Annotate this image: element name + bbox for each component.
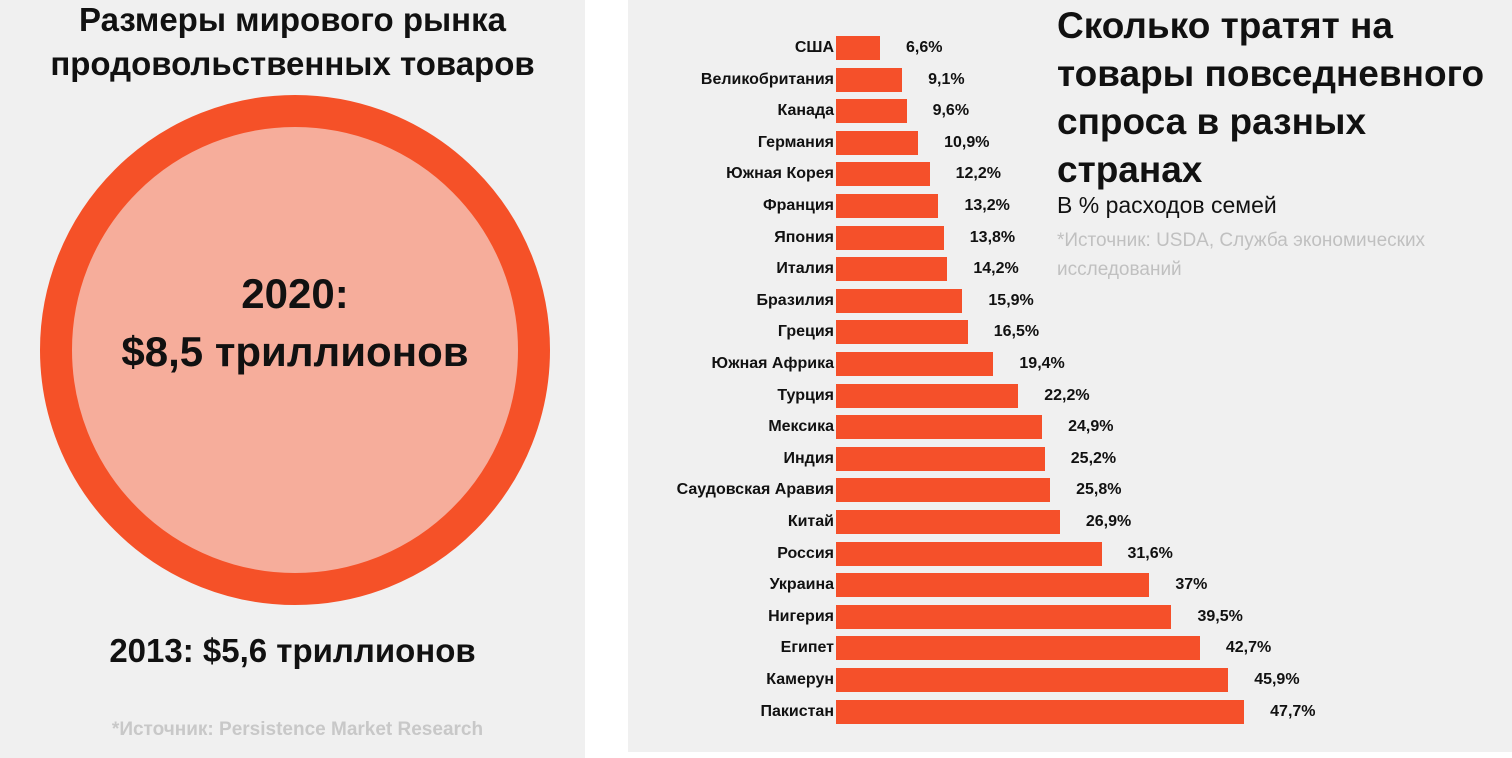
bar-value-label: 12,2% [955,165,1001,183]
bar-category-label: Индия [783,449,835,467]
market-size-2013: 2013: $5,6 триллионов [109,632,476,669]
bar-category-label: Россия [777,544,834,562]
source-line: *Источник: USDA, Служба экономических [1057,230,1426,251]
bar-category-label: Великобритания [700,70,834,88]
bar-category-label: Италия [776,260,834,278]
source-line: исследований [1057,259,1182,280]
bar-value-label: 19,4% [1019,355,1065,372]
bar [836,162,930,187]
bar [836,36,880,60]
bar-category-label: Франция [763,197,834,214]
bar [836,288,963,313]
bar-category-label: Нигерия [768,607,834,625]
bar-category-label: Египет [780,639,834,657]
source-note: *Источник: USDA, Служба экономических исс… [1057,226,1497,284]
bar-value-label: 15,9% [988,291,1034,309]
bar-value-label: 16,5% [993,323,1040,341]
bar-category-label: Китай [787,513,834,530]
spending-title: Сколько тратят на товары повседневного с… [1057,2,1484,194]
year-label: 2020: [241,270,349,317]
bar-category-label: Турция [777,386,834,404]
bar [836,320,968,345]
title-line: Сколько тратят на [1057,5,1393,46]
bar [836,130,919,155]
bar-value-label: 31,6% [1127,544,1173,562]
bar [836,383,1019,408]
bar-value-label: 24,9% [1068,418,1114,436]
bar-value-label: 13,2% [964,197,1010,214]
bar-value-label: 22,2% [1044,386,1090,404]
bar [836,668,1229,692]
bar [836,352,994,376]
bar-value-label: 6,6% [906,39,943,56]
bar-value-label: 13,8% [969,228,1016,246]
spending-subtitle: В % расходов семей [1057,192,1277,218]
bar [836,99,907,124]
bar-value-label: 37% [1175,576,1208,594]
bar-category-label: Канада [777,102,834,120]
title-line: Размеры мирового рынка [79,1,506,38]
value-label: $8,5 триллионов [121,328,469,375]
bar [836,573,1150,598]
bar-value-label: 25,8% [1076,481,1122,499]
market-size-2020: 2020: $8,5 триллионов [40,265,550,381]
bar-value-label: 39,5% [1197,607,1243,625]
bar [836,415,1043,440]
bar-value-label: 42,7% [1225,639,1272,657]
bar-value-label: 26,9% [1085,513,1132,530]
bar [836,194,939,218]
bar [836,604,1172,629]
bar-value-label: 9,6% [932,102,970,120]
bar [836,478,1051,503]
title-line: спроса в разных [1057,101,1367,142]
title-line: странах [1057,149,1203,190]
title-line: продовольственных товаров [50,45,535,82]
bar [836,510,1060,534]
bar-category-label: Южная Корея [726,165,834,183]
bar [836,541,1102,566]
bar-category-label: США [794,39,834,56]
source-note: *Источник: Persistence Market Research [111,719,484,740]
bar-category-label: Германия [757,133,834,151]
bar-value-label: 10,9% [944,133,990,151]
bar-category-label: Украина [769,576,834,594]
bar-value-label: 45,9% [1254,671,1300,688]
bar-value-label: 47,7% [1270,702,1316,720]
bar-category-label: Камерун [766,671,834,688]
bar [836,636,1200,661]
bar-category-label: Мексика [768,418,834,436]
bar-category-label: Южная Африка [711,355,834,372]
bar-value-label: 25,2% [1070,449,1117,467]
bar [836,225,944,250]
bar-value-label: 14,2% [973,260,1019,278]
bar [836,699,1245,724]
bar [836,257,948,282]
bar-value-label: 9,1% [928,70,965,88]
bar [836,67,903,92]
bar-category-label: Пакистан [760,702,834,720]
bar-category-label: Япония [774,228,834,246]
bar-category-label: Бразилия [756,291,835,309]
bar-category-label: Греция [777,323,834,341]
bar-category-label: Саудовская Аравия [676,481,834,499]
title-line: товары повседневного [1057,53,1485,94]
bar [836,446,1045,471]
market-size-title: Размеры мирового рынка продовольственных … [0,0,585,86]
